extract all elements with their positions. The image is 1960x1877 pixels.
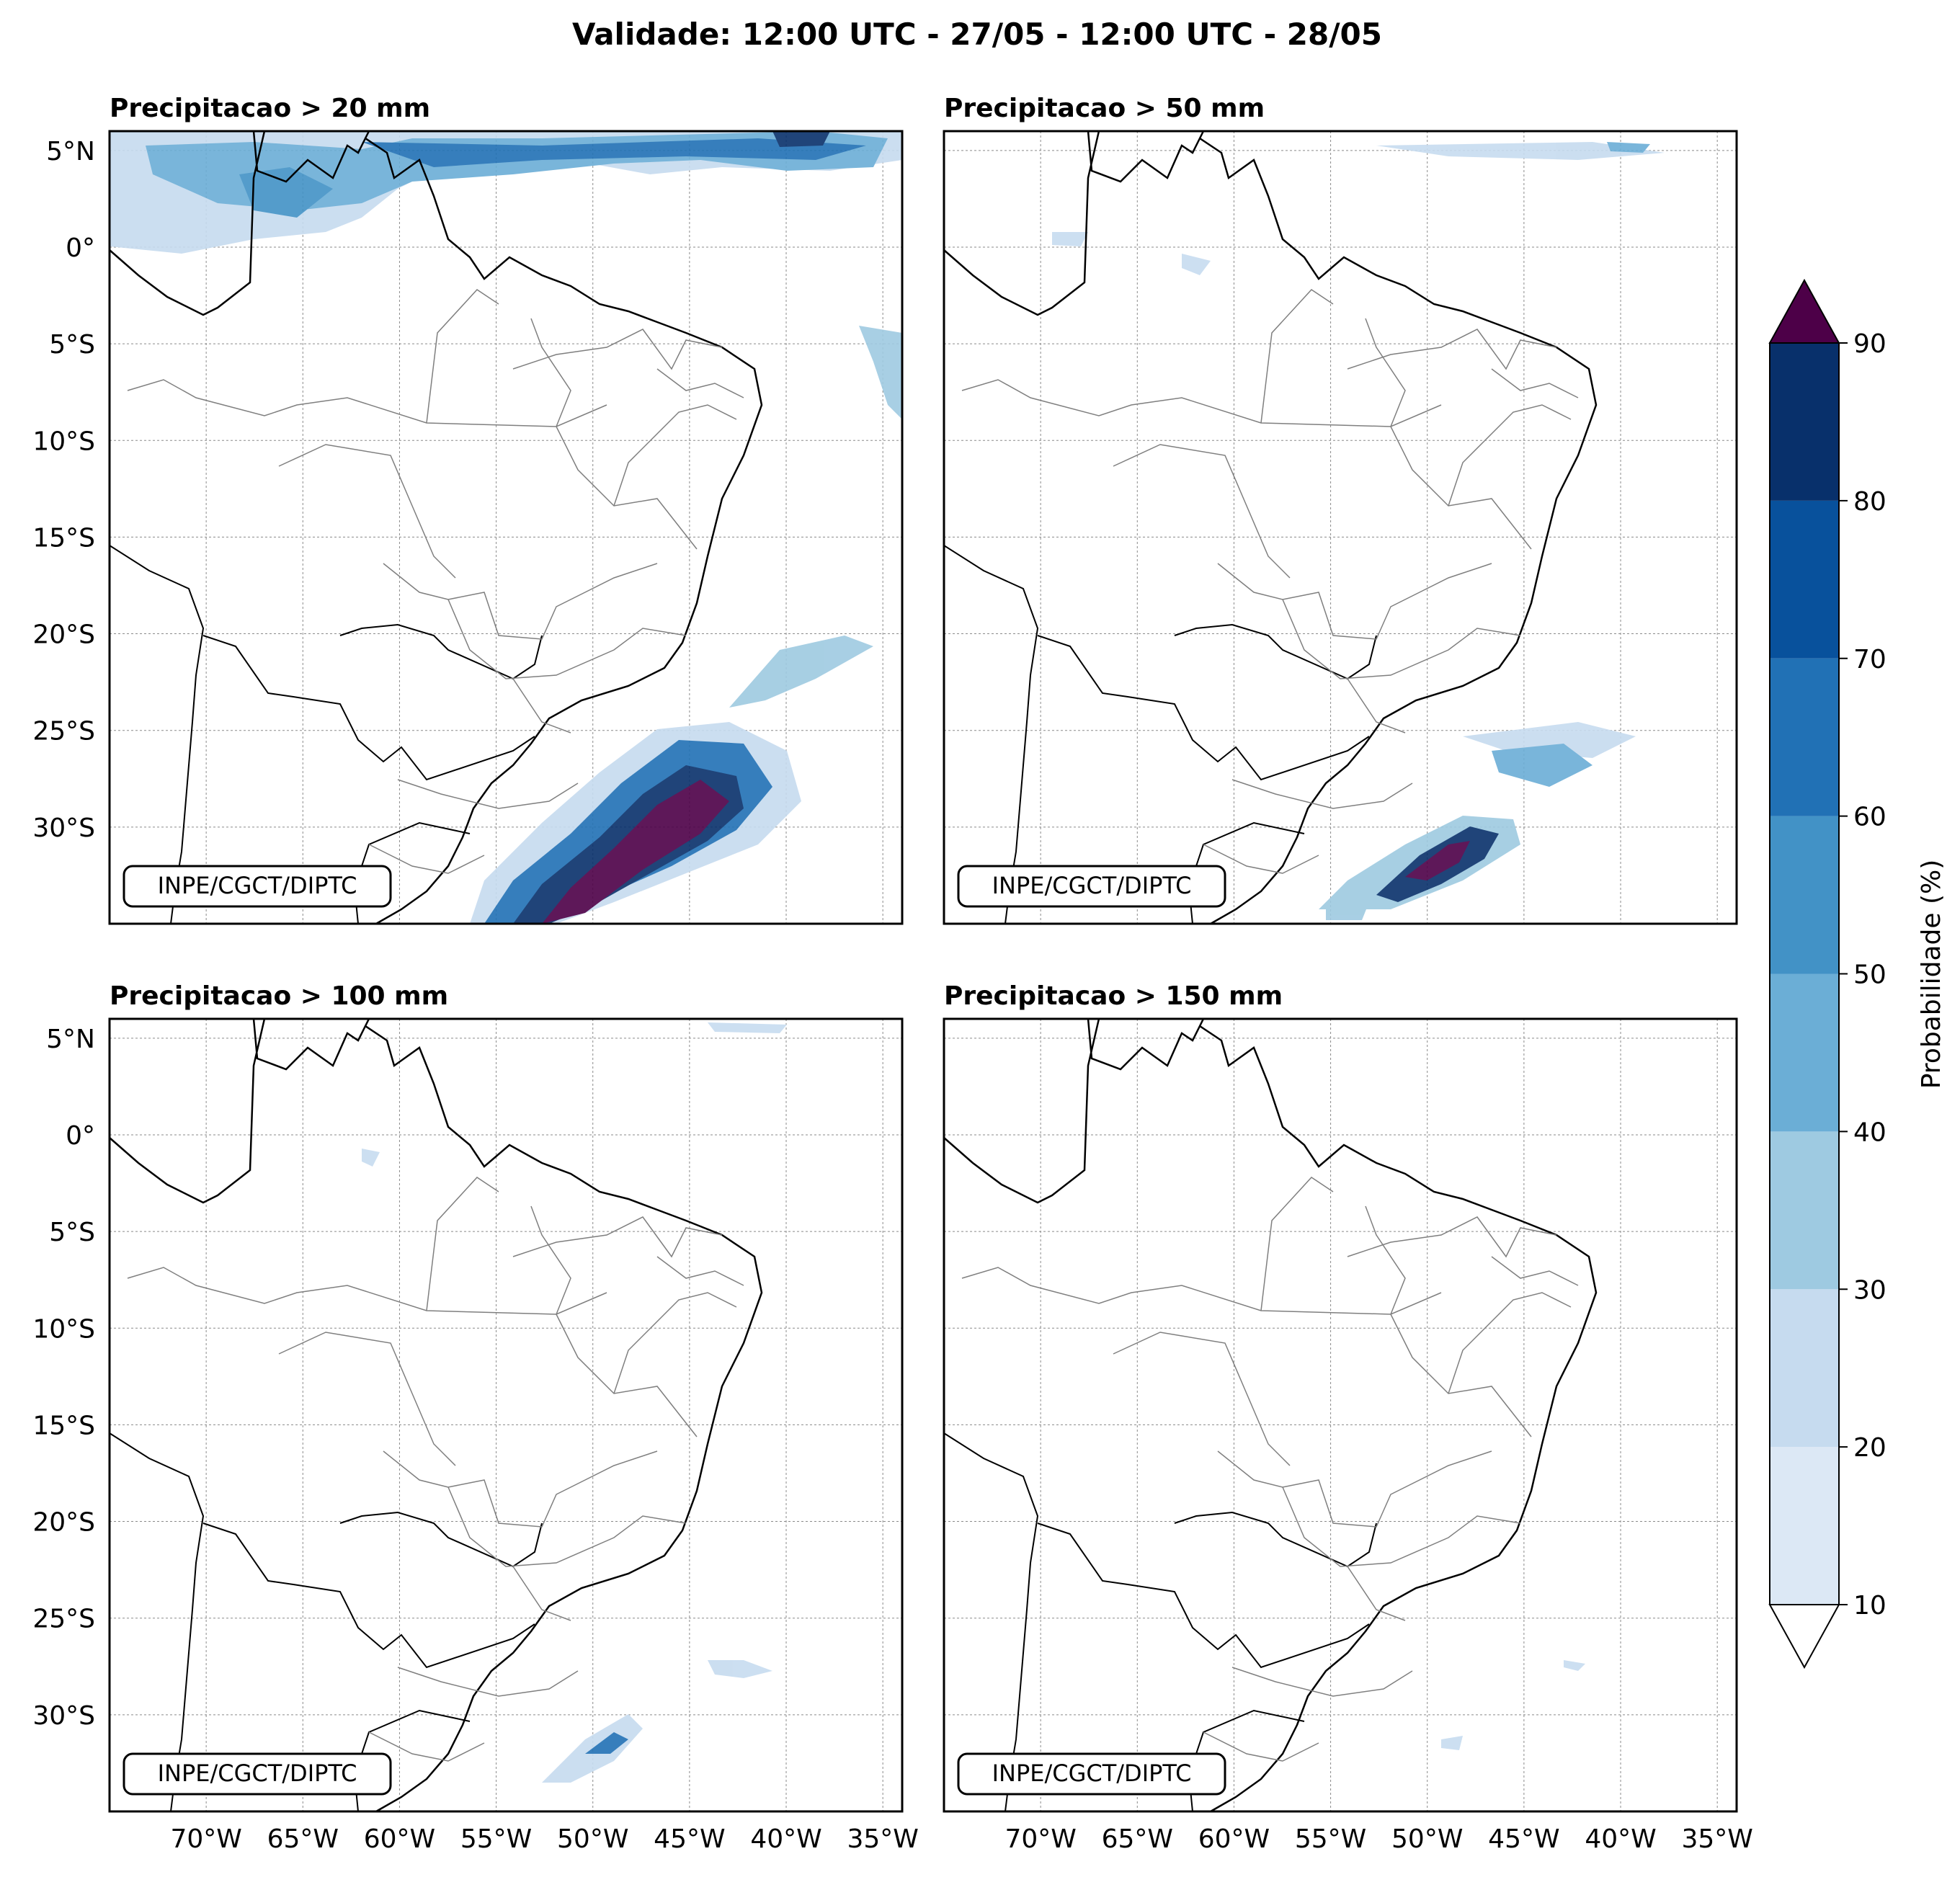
colorbar-tick-label: 20 [1853,1433,1886,1463]
colorbar-bins [1769,342,1840,1605]
lat-tick-label: 5°S [49,330,95,360]
lon-tick-label: 40°W [1585,1824,1656,1854]
lon-tick-label: 50°W [1391,1824,1463,1854]
lon-tick-label: 50°W [557,1824,628,1854]
colorbar-tick-label: 50 [1853,960,1886,990]
lon-tick-label: 60°W [364,1824,435,1854]
lat-tick-label: 15°S [32,1411,95,1440]
lon-tick-label: 55°W [1295,1824,1366,1854]
lon-tick-label: 40°W [750,1824,821,1854]
panel-title: Precipitacao > 100 mm [110,981,448,1011]
lat-tick-label: 5°S [49,1218,95,1247]
colorbar-bin [1770,658,1839,816]
colorbar-bin [1770,816,1839,974]
lat-tick-label: 25°S [32,717,95,746]
colorbar-over-arrow [1768,278,1840,344]
lat-tick-label: 5°N [46,1025,95,1054]
lat-tick-label: 30°S [32,1701,95,1731]
lon-tick-label: 65°W [267,1824,339,1854]
panel-title: Precipitacao > 50 mm [944,94,1265,123]
lat-tick-label: 10°S [32,427,95,456]
colorbar-label: Probabilidade (%) [1917,860,1946,1089]
panel-precip-150mm: Precipitacao > 150 mm INPE/CGCT/DIPTC [943,981,1738,1813]
lon-tick-label: 65°W [1102,1824,1173,1854]
credit-box: INPE/CGCT/DIPTC [957,865,1226,908]
colorbar-bin [1770,343,1839,501]
colorbar-bin [1770,1289,1839,1448]
colorbar-tick-label: 80 [1853,487,1886,517]
credit-text: INPE/CGCT/DIPTC [992,1760,1192,1787]
probability-field [1052,142,1665,920]
credit-text: INPE/CGCT/DIPTC [158,1760,357,1787]
lat-tick-label: 0° [66,233,95,263]
lon-tick-label: 70°W [170,1824,241,1854]
lon-tick-label: 35°W [847,1824,918,1854]
lon-tick-label: 45°W [1488,1824,1559,1854]
panel-title: Precipitacao > 150 mm [944,981,1283,1011]
credit-box: INPE/CGCT/DIPTC [957,1752,1226,1796]
lat-tick-label: 15°S [32,523,95,553]
colorbar-ticks: 10 20 30 40 50 60 70 80 90 [1839,329,1886,1620]
lon-tick-label: 60°W [1198,1824,1270,1854]
lon-labels-right-column: 70°W 65°W 60°W 55°W 50°W 45°W 40°W 35°W [1004,1824,1752,1854]
lat-tick-label: 5°N [46,137,95,166]
colorbar-tick-label: 10 [1853,1591,1886,1620]
lat-tick-label: 0° [66,1121,95,1151]
colorbar-bin [1770,973,1839,1132]
panel-precip-20mm: Precipitacao > 20 mm INPE/CGCT/DIPTC [108,94,904,925]
panel-precip-50mm: Precipitacao > 50 mm INPE/CGCT/DIPTC [943,94,1738,925]
colorbar: 10 20 30 40 50 60 70 80 90 Probabilidade (%) [1768,278,1946,1669]
colorbar-tick-label: 70 [1853,645,1886,674]
colorbar-tick-label: 60 [1853,803,1886,832]
colorbar-tick-label: 30 [1853,1275,1886,1305]
lon-tick-label: 35°W [1681,1824,1752,1854]
panel-title: Precipitacao > 20 mm [110,94,430,123]
colorbar-tick-label: 90 [1853,329,1886,359]
lat-tick-label: 20°S [32,1508,95,1538]
lat-tick-label: 10°S [32,1314,95,1344]
figure-title: Validade: 12:00 UTC - 27/05 - 12:00 UTC … [572,17,1382,52]
colorbar-bin [1770,1447,1839,1605]
colorbar-under-arrow [1768,1604,1840,1669]
lat-tick-label: 20°S [32,620,95,650]
credit-box: INPE/CGCT/DIPTC [122,865,392,908]
lat-tick-label: 30°S [32,813,95,843]
lat-tick-label: 25°S [32,1605,95,1634]
credit-box: INPE/CGCT/DIPTC [122,1752,392,1796]
colorbar-tick-label: 40 [1853,1118,1886,1147]
credit-text: INPE/CGCT/DIPTC [158,872,357,899]
lon-tick-label: 55°W [460,1824,532,1854]
credit-text: INPE/CGCT/DIPTC [992,872,1192,899]
lon-labels-left-column: 70°W 65°W 60°W 55°W 50°W 45°W 40°W 35°W [170,1824,918,1854]
lat-labels-bottom-row: 5°N 0° 5°S 10°S 15°S 20°S 25°S 30°S [32,1025,95,1731]
colorbar-bin [1770,1131,1839,1290]
lat-labels-top-row: 5°N 0° 5°S 10°S 15°S 20°S 25°S 30°S [32,137,95,843]
probability-field [362,1022,787,1783]
probability-field [110,131,902,924]
colorbar-bin [1770,500,1839,659]
lon-tick-label: 70°W [1004,1824,1076,1854]
panel-precip-100mm: Precipitacao > 100 mm INPE/CGCT/DIPTC [108,981,904,1813]
lon-tick-label: 45°W [654,1824,725,1854]
probability-field [1441,1660,1585,1750]
